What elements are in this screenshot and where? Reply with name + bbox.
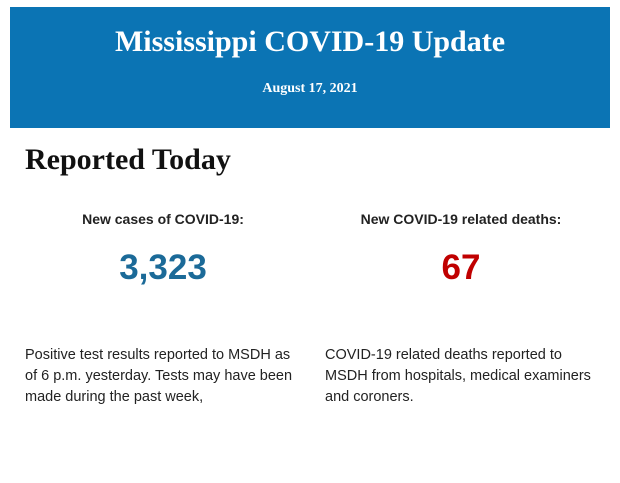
stat-label: New COVID-19 related deaths: — [360, 211, 562, 227]
stat-value: 67 — [441, 248, 481, 287]
header-banner: Mississippi COVID-19 Update August 17, 2… — [10, 7, 610, 128]
stat-label: New cases of COVID-19: — [82, 211, 244, 227]
stat-description: COVID-19 related deaths reported to MSDH… — [325, 347, 591, 405]
stat-value: 3,323 — [119, 248, 207, 287]
section-heading: Reported Today — [25, 143, 231, 176]
title: Mississippi COVID-19 Update — [114, 25, 506, 58]
date: August 17, 2021 — [262, 81, 358, 96]
stat-description: Positive test results reported to MSDH a… — [25, 347, 293, 405]
